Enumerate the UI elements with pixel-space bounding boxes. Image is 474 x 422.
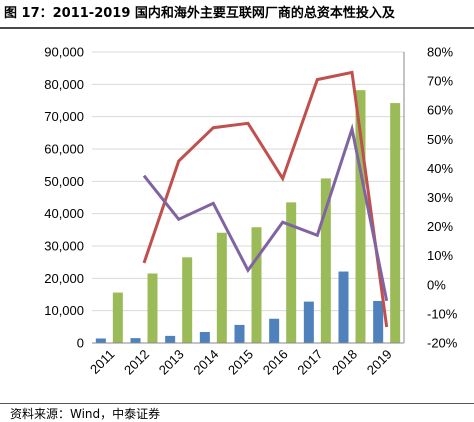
y2-tick-label: 80% bbox=[427, 45, 453, 60]
bar bbox=[130, 338, 141, 343]
x-tick-label: 2011 bbox=[87, 347, 117, 377]
bar bbox=[269, 318, 280, 343]
y-tick-label: 20,000 bbox=[44, 271, 84, 286]
series-line bbox=[142, 70, 389, 328]
y2-tick-label: 20% bbox=[427, 219, 453, 234]
y2-tick-label: 40% bbox=[427, 161, 453, 176]
y-tick-label: 40,000 bbox=[44, 206, 84, 221]
x-tick-label: 2016 bbox=[260, 347, 291, 378]
y2-tick-label: 50% bbox=[427, 132, 453, 147]
y-tick-label: 30,000 bbox=[44, 239, 84, 254]
source-rule bbox=[0, 403, 474, 404]
bar bbox=[286, 202, 297, 343]
bar bbox=[251, 227, 262, 343]
grid-layer bbox=[92, 51, 404, 344]
bar bbox=[216, 232, 227, 343]
y-tick-label: 60,000 bbox=[44, 142, 84, 157]
bar bbox=[147, 273, 158, 343]
bar bbox=[95, 338, 106, 343]
y-tick-label: 70,000 bbox=[44, 109, 84, 124]
figure-title: 图 17：2011-2019 国内和海外主要互联网厂商的总资本性投入及 bbox=[4, 6, 395, 21]
y2-tick-label: -20% bbox=[427, 336, 458, 351]
chart-svg: 0 10,000 20,000 30,000 40,000 50,000 60,000 70,… bbox=[44, 45, 458, 378]
y2-tick-label: 10% bbox=[427, 248, 453, 263]
bar bbox=[355, 90, 366, 343]
x-tick-label: 2014 bbox=[190, 347, 221, 378]
bar bbox=[390, 103, 401, 343]
bars-layer bbox=[95, 90, 401, 343]
series-line bbox=[142, 123, 389, 302]
source-note: 资料来源：Wind，中泰证券 bbox=[10, 407, 161, 421]
x-tick-label: 2012 bbox=[121, 347, 152, 378]
y-tick-label: 50,000 bbox=[44, 174, 84, 189]
x-tick-label: 2018 bbox=[329, 347, 360, 378]
bar bbox=[338, 271, 349, 343]
title-rule bbox=[0, 27, 474, 29]
bar bbox=[320, 178, 331, 343]
y-tick-label: 80,000 bbox=[44, 77, 84, 92]
bar bbox=[303, 301, 314, 343]
x-tick-label: 2019 bbox=[364, 347, 395, 378]
bar bbox=[234, 324, 245, 343]
y-tick-label: 0 bbox=[77, 336, 84, 351]
bar bbox=[373, 300, 384, 343]
bar bbox=[112, 292, 123, 343]
y-tick-label: 10,000 bbox=[44, 303, 84, 318]
y-tick-label: 90,000 bbox=[44, 45, 84, 60]
chart: 0 10,000 20,000 30,000 40,000 50,000 60,000 70,… bbox=[0, 30, 474, 402]
y2-tick-label: -10% bbox=[427, 306, 458, 321]
bar bbox=[199, 332, 210, 343]
y2-tick-label: 70% bbox=[427, 74, 453, 89]
y2-tick-label: 60% bbox=[427, 103, 453, 118]
y2-tick-label: 30% bbox=[427, 190, 453, 205]
y2-tick-label: 0% bbox=[427, 277, 446, 292]
lines-layer bbox=[142, 70, 389, 328]
bar bbox=[182, 257, 193, 343]
bar bbox=[165, 335, 176, 343]
x-tick-label: 2017 bbox=[294, 347, 325, 378]
x-tick-label: 2013 bbox=[156, 347, 187, 378]
x-tick-label: 2015 bbox=[225, 347, 256, 378]
